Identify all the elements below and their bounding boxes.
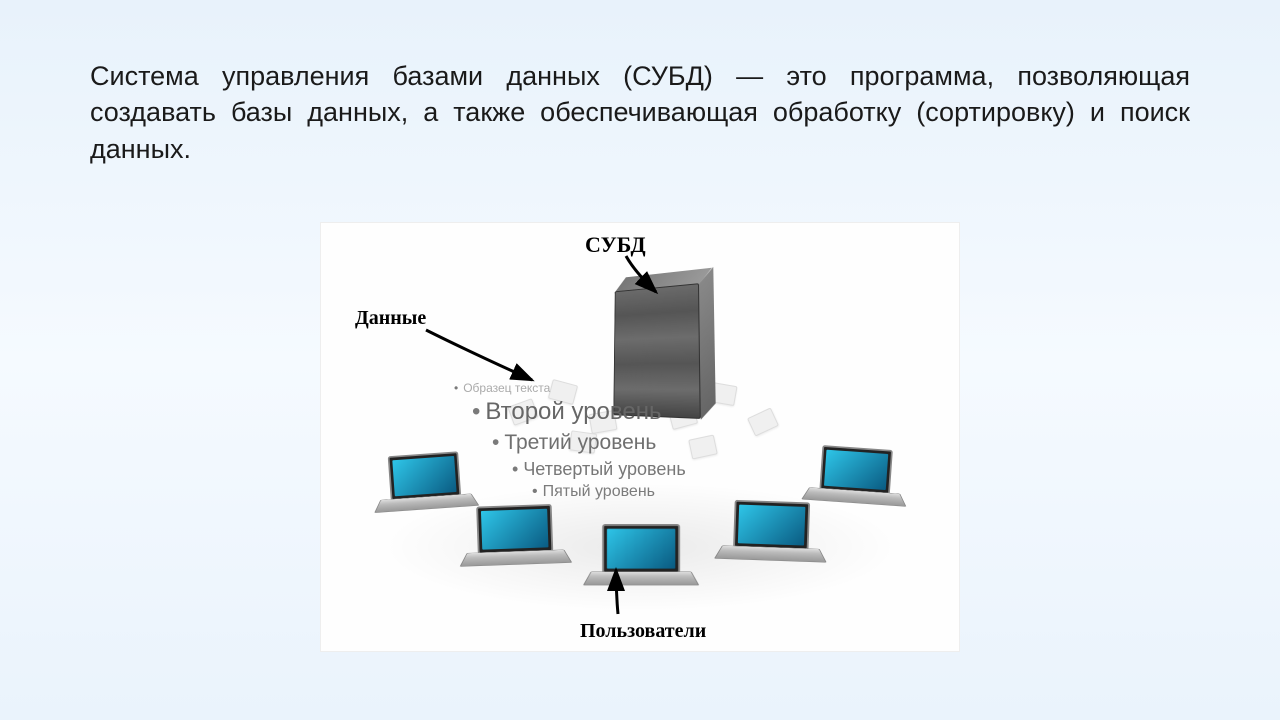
ph-level-2: Третий уровень (504, 431, 656, 454)
label-data: Данные (355, 307, 426, 330)
label-users: Пользователи (580, 620, 706, 643)
label-subd: СУБД (585, 232, 646, 258)
slide-placeholder-overlay: •Образец текста •Второй уровень •Третий … (450, 380, 686, 503)
laptop-icon (591, 524, 696, 600)
definition-text: Система управления базами данных (СУБД) … (90, 58, 1190, 167)
ph-level-4: Пятый уровень (543, 483, 655, 500)
laptop-icon (807, 444, 906, 519)
ph-level-3: Четвертый уровень (523, 459, 685, 479)
laptop-icon (465, 503, 569, 580)
ph-level-0: Образец текста (463, 381, 550, 395)
ph-level-1: Второй уровень (485, 398, 661, 425)
diagram-container: СУБД Данные Пользователи •Образец текста… (320, 222, 960, 652)
